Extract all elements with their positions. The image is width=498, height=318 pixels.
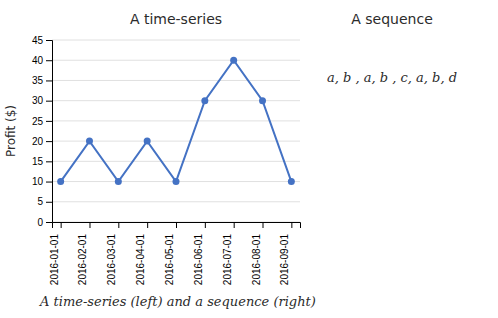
x-tick-label: 2016-01-01 [49, 234, 60, 286]
y-tick-mark [46, 80, 52, 81]
y-tick-label: 30 [32, 95, 44, 106]
x-tick-mark [176, 222, 177, 228]
grid-line [52, 60, 300, 61]
x-tick-label: 2016-02-01 [77, 234, 88, 286]
y-tick: 45 [32, 35, 52, 46]
y-tick-label: 0 [37, 217, 43, 228]
line [61, 60, 292, 181]
grid-line [52, 80, 300, 81]
x-tick-label: 2016-03-01 [106, 234, 117, 286]
x-tick-mark [205, 222, 206, 228]
caption: A time-series (left) and a sequence (rig… [39, 294, 316, 309]
x-tick-label: 2016-05-01 [164, 234, 175, 286]
y-tick-label: 5 [37, 196, 43, 207]
y-tick-mark [46, 161, 52, 162]
y-axis-line [46, 41, 53, 223]
point [57, 178, 64, 185]
point [259, 97, 266, 104]
y-tick-label: 15 [32, 156, 44, 167]
x-tick-mark [89, 222, 90, 228]
y-tick: 25 [32, 116, 52, 127]
y-tick-mark [46, 101, 52, 102]
y-tick: 5 [37, 196, 52, 207]
grid-line [52, 201, 300, 202]
x-tick: 2016-05-01 [164, 222, 177, 285]
sequence-text: a, b , a, b , c, a, b, d [327, 70, 457, 85]
y-axis: 0 5 10 15 20 25 30 35 40 45 [32, 35, 53, 228]
plot-area: 0510152025303540452016-01-012016-02-0120… [32, 35, 301, 285]
y-tick-mark [46, 40, 52, 41]
right-title: A sequence [351, 11, 433, 27]
grid-line [52, 40, 300, 41]
y-tick-mark [46, 202, 52, 203]
point [173, 178, 180, 185]
x-tick: 2016-07-01 [222, 222, 235, 285]
y-tick: 30 [32, 95, 52, 106]
point [288, 178, 295, 185]
y-tick-mark [46, 141, 52, 142]
title: A time-series [130, 11, 222, 27]
y-tick-mark [46, 182, 52, 183]
chart: 0510152025303540452016-01-012016-02-0120… [0, 0, 498, 318]
y-tick: 35 [32, 75, 52, 86]
x-axis-line [53, 223, 301, 229]
x-tick-mark [61, 222, 62, 228]
x-tick-mark [263, 222, 264, 228]
y-tick: 40 [32, 55, 52, 66]
point [86, 138, 93, 145]
point [230, 57, 237, 64]
y-tick-label: 40 [32, 55, 44, 66]
x-tick-mark [118, 222, 119, 228]
y-axis-title: Profit ($) [4, 105, 18, 157]
x-tick: 2016-06-01 [193, 222, 206, 285]
x-tick-label: 2016-07-01 [222, 234, 233, 286]
y-tick-mark [46, 121, 52, 122]
x-tick-label: 2016-09-01 [279, 234, 290, 286]
grid [52, 40, 300, 222]
point [201, 97, 208, 104]
x-tick-label: 2016-04-01 [135, 234, 146, 286]
y-tick-label: 10 [32, 176, 44, 187]
point [115, 178, 122, 185]
grid-line [52, 161, 300, 162]
x-tick: 2016-04-01 [135, 222, 148, 285]
y-tick: 15 [32, 156, 52, 167]
x-tick-mark [234, 222, 235, 228]
x-tick-mark [147, 222, 148, 228]
y-tick-mark [46, 60, 52, 61]
y-tick-label: 25 [32, 116, 44, 127]
grid-line [52, 120, 300, 121]
x-tick-label: 2016-08-01 [251, 234, 262, 286]
series [57, 57, 295, 185]
y-tick: 20 [32, 136, 52, 147]
y-tick-label: 35 [32, 75, 44, 86]
x-tick: 2016-02-01 [77, 222, 90, 285]
y-tick-label: 45 [32, 35, 44, 46]
y-tick: 10 [32, 176, 52, 187]
y-tick-label: 20 [32, 136, 44, 147]
y-tick: 0 [37, 217, 52, 228]
x-tick: 2016-09-01 [279, 222, 292, 285]
x-tick: 2016-01-01 [49, 222, 62, 285]
x-tick: 2016-08-01 [251, 222, 264, 285]
point [144, 138, 151, 145]
x-tick: 2016-03-01 [106, 222, 119, 285]
x-tick-label: 2016-06-01 [193, 234, 204, 286]
x-tick-mark [291, 222, 292, 228]
x-axis: 2016-01-01 2016-02-01 2016-03-01 2016-04-01… [49, 222, 301, 285]
y-tick-mark [46, 222, 52, 223]
